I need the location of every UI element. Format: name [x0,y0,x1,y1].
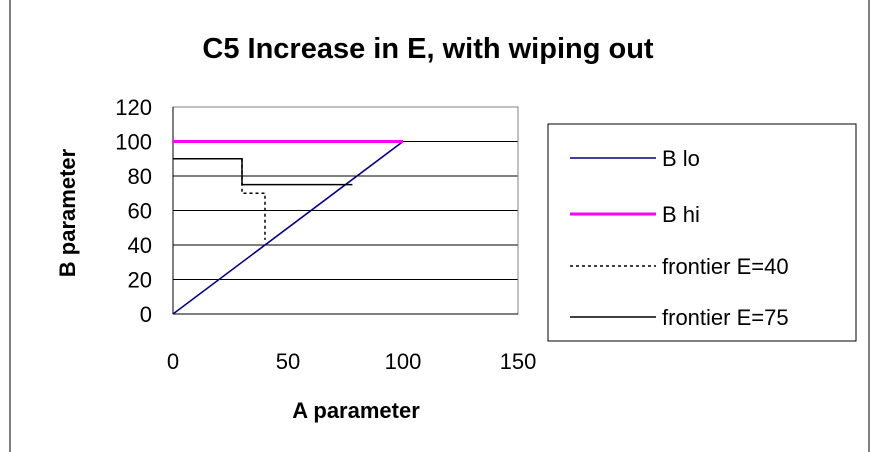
y-tick-label: 20 [128,268,152,293]
legend-label: frontier E=40 [662,254,789,279]
y-tick-label: 40 [128,233,152,258]
series-layer [172,140,404,315]
x-tick-labels: 0 50 100 150 [167,349,536,374]
y-tick-label: 0 [140,302,152,327]
series-line-frontier-e-40 [241,158,266,240]
y-tick-labels: 0 20 40 60 80 100 120 [115,95,152,327]
legend: B lo B hi frontier E=40 frontier E=75 [570,146,789,330]
legend-label: B lo [662,146,700,171]
y-tick-label: 120 [115,95,152,120]
legend-label: frontier E=75 [662,305,789,330]
series-line-b-lo [172,140,404,315]
x-tick-label: 150 [500,349,537,374]
chart-title: C5 Increase in E, with wiping out [202,33,654,65]
x-tick-label: 50 [276,349,300,374]
y-tick-label: 80 [128,164,152,189]
y-axis-title: B parameter [55,148,80,277]
x-tick-label: 0 [167,349,179,374]
y-tick-label: 100 [115,130,152,155]
legend-label: B hi [662,202,700,227]
y-tick-label: 60 [128,199,152,224]
legend-box [547,123,857,342]
x-tick-label: 100 [385,349,422,374]
series-line-frontier-e-75 [173,158,353,186]
gridlines [173,141,518,280]
x-axis-title: A parameter [292,398,420,423]
